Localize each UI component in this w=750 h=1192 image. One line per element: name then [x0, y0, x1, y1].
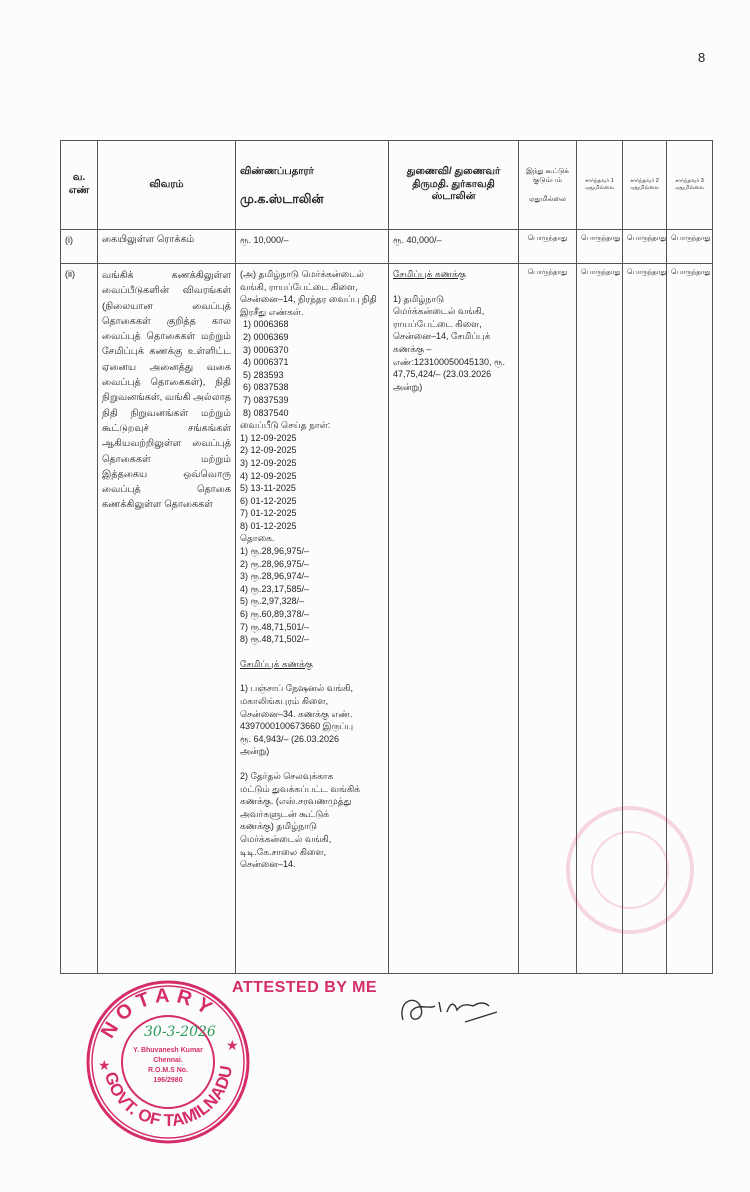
svg-text:★: ★ [98, 1057, 111, 1073]
savings-account-1: 1) பஞ்சாப் நேஷனல் வங்கி, மகாலிங்கபுரம் க… [240, 683, 354, 757]
svg-text:R.O.M.S No.: R.O.M.S No. [148, 1067, 188, 1074]
receipt-item: 7) 0837539 [243, 394, 289, 405]
date-item: 6) 01-12-2025 [240, 495, 297, 506]
applicant-name: மு.க.ஸ்டாலின் [240, 191, 324, 206]
amount-list: 1) ரூ.28,96,975/– 2) ரூ.28,96,975/– 3) ர… [240, 545, 384, 646]
notary-seal: NOTARY GOVT. OF TAMILNADU ★ ★ Y. Bhuvane… [86, 980, 250, 1144]
row-sno: (i) [60, 229, 98, 264]
table-row: (ii) வங்கிக் கணக்கிலுள்ள வைப்பீடுகளின் வ… [60, 263, 713, 974]
header-huf: இந்து கூட்டுக் குடும்பம் ஏதுமில்லை [518, 140, 577, 230]
amounts-label: தொகை. [240, 533, 275, 544]
amount-item: 8) ரூ.48,71,502/– [240, 634, 309, 645]
header-dep2: சார்ந்தவர் 2 ஏதுமில்லை [622, 140, 667, 230]
header-sno: வ. எண் [60, 140, 98, 230]
header-applicant: விண்ணப்பதாரர் மு.க.ஸ்டாலின் [235, 140, 389, 230]
header-spouse: துணைவி/ துணைவர் திருமதி. துர்காவதி ஸ்டால… [388, 140, 519, 230]
row-sno: (ii) [60, 263, 98, 974]
date-item: 4) 12-09-2025 [240, 470, 297, 481]
svg-text:30-3-2026: 30-3-2026 [144, 1024, 216, 1040]
asset-table: வ. எண் விவரம் விண்ணப்பதாரர் மு.க.ஸ்டாலின… [60, 140, 713, 974]
huf-label: இந்து கூட்டுக் குடும்பம் [526, 167, 569, 184]
receipt-item: 2) 0006369 [243, 331, 289, 342]
table-row: (i) கையிலுள்ள ரொக்கம் ரூ. 10,000/– ரூ. 4… [60, 229, 713, 264]
signature [401, 999, 498, 1023]
huf-value: ஏதுமில்லை [529, 195, 566, 203]
row-dep3: பொருந்தாது [666, 229, 713, 264]
header-row: வ. எண் விவரம் விண்ணப்பதாரர் மு.க.ஸ்டாலின… [60, 140, 713, 230]
receipt-item: 4) 0006371 [243, 357, 289, 368]
receipt-item: 8) 0837540 [243, 407, 289, 418]
row-spouse: சேமிப்புக் கணக்கு 1) தமிழ்நாடு மெர்க்கன்… [388, 263, 519, 974]
date-item: 7) 01-12-2025 [240, 508, 297, 519]
date-item: 2) 12-09-2025 [240, 445, 297, 456]
receipt-item: 6) 0837538 [243, 382, 289, 393]
row-dep2: பொருந்தாது [622, 229, 667, 264]
row-spouse: ரூ. 40,000/– [388, 229, 519, 264]
header-dep1: சார்ந்தவர் 1 ஏதுமில்லை [576, 140, 623, 230]
date-item: 1) 12-09-2025 [240, 432, 297, 443]
date-item: 3) 12-09-2025 [240, 457, 297, 468]
page-number: 8 [698, 50, 706, 65]
date-list: 1) 12-09-2025 2) 12-09-2025 3) 12-09-202… [240, 432, 384, 533]
amount-item: 2) ரூ.28,96,975/– [240, 558, 309, 569]
fd-intro: (அ) தமிழ்நாடு மெர்க்கன்டைல் வங்கி, ராயப்… [240, 269, 377, 317]
attestation-text: ATTESTED BY ME [232, 979, 378, 996]
row-huf: பொருந்தாது [518, 263, 577, 974]
receipt-item: 5) 283593 [243, 369, 284, 380]
receipt-item: 3) 0006370 [243, 344, 289, 355]
date-item: 5) 13-11-2025 [240, 483, 296, 494]
amount-item: 4) ரூ.23,17,585/– [240, 583, 309, 594]
row-applicant: ரூ. 10,000/– [235, 229, 389, 264]
row-details: வங்கிக் கணக்கிலுள்ள வைப்பீடுகளின் விவரங்… [97, 263, 236, 974]
dates-label: வைப்பீடு செய்த நாள்: [240, 420, 331, 431]
receipt-list: 1) 0006368 2) 0006369 3) 0006370 4) 0006… [240, 318, 384, 419]
applicant-label: விண்ணப்பதாரர் [240, 165, 314, 177]
amount-item: 6) ரூ.60,89,378/– [240, 609, 309, 620]
svg-text:★: ★ [226, 1037, 239, 1053]
row-details: கையிலுள்ள ரொக்கம் [97, 229, 236, 264]
amount-item: 5) ரூ.2,97,328/– [240, 596, 304, 607]
amount-item: 1) ரூ.28,96,975/– [240, 546, 309, 557]
row-dep2: பொருந்தாது [622, 263, 667, 974]
spouse-savings-heading: சேமிப்புக் கணக்கு [393, 269, 466, 279]
row-dep1: பொருந்தாது [576, 229, 623, 264]
row-dep3: பொருந்தாது [666, 263, 713, 974]
savings-heading: சேமிப்புக் கணக்கு [240, 658, 313, 669]
row-applicant: (அ) தமிழ்நாடு மெர்க்கன்டைல் வங்கி, ராயப்… [235, 263, 389, 974]
faint-stamp-impression [566, 806, 694, 934]
amount-item: 7) ரூ.48,71,501/– [240, 621, 309, 632]
row-huf: பொருந்தாது [518, 229, 577, 264]
receipt-item: 1) 0006368 [243, 319, 289, 330]
header-details: விவரம் [97, 140, 236, 230]
spouse-savings-account: 1) தமிழ்நாடு மெர்க்கன்டைல் வங்கி, ராயப்ப… [393, 293, 505, 392]
svg-text:Y. Bhuvanesh Kumar: Y. Bhuvanesh Kumar [133, 1047, 203, 1054]
amount-item: 3) ரூ.28,96,974/– [240, 571, 309, 582]
header-dep3: சார்ந்தவர் 3 ஏதுமில்லை [666, 140, 713, 230]
savings-account-2: 2) தேர்தல் செலவுக்காக மட்டும் துவக்கப்பட… [240, 770, 360, 870]
row-dep1: பொருந்தாது [576, 263, 623, 974]
svg-text:196/2980: 196/2980 [153, 1077, 182, 1084]
date-item: 8) 01-12-2025 [240, 520, 297, 531]
svg-text:Chennai.: Chennai. [153, 1057, 183, 1064]
